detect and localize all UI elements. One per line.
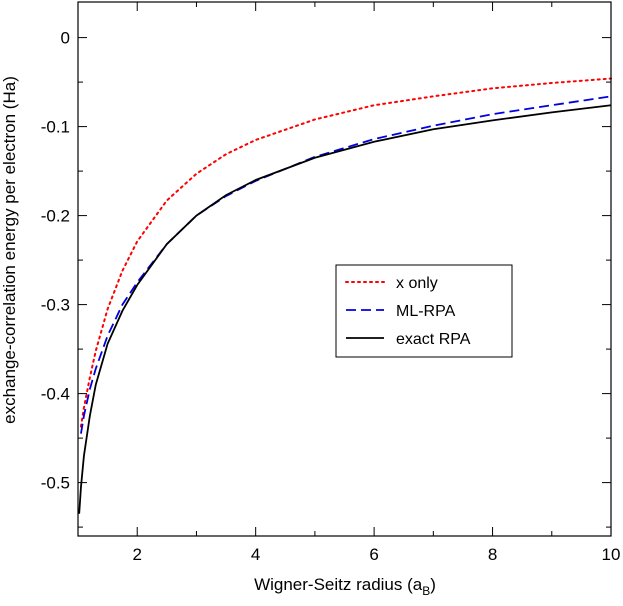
y-tick-label: -0.3	[41, 296, 70, 315]
y-tick-label: 0	[61, 29, 70, 48]
y-axis-label: exchange-correlation energy per electron…	[0, 76, 19, 424]
y-tick-label: -0.5	[41, 474, 70, 493]
series-line-exact-rpa	[78, 104, 612, 514]
y-tick-label: -0.4	[41, 385, 70, 404]
series-line-ml-rpa	[80, 95, 612, 434]
legend-label-exact-rpa: exact RPA	[396, 331, 471, 348]
y-tick-label: -0.1	[41, 118, 70, 137]
y-tick-label: -0.2	[41, 207, 70, 226]
plot-frame	[77, 1, 612, 537]
legend-label-x-only: x only	[396, 275, 438, 292]
labels-layer: 2 4 6 8 10 0 -0.1 -0.2 -0.3 -0.4 -0.5	[41, 29, 621, 564]
x-tick-label: 6	[369, 545, 378, 564]
legend-box	[335, 264, 513, 358]
x-tick-label: 10	[602, 545, 621, 564]
x-tick-label: 4	[251, 545, 260, 564]
legend: x only ML-RPA exact RPA	[335, 264, 513, 358]
ticks-layer	[77, 2, 612, 536]
series-layer	[78, 77, 612, 514]
series-line-x-only	[79, 77, 612, 428]
x-tick-label: 8	[488, 545, 497, 564]
x-axis-label: Wigner-Seitz radius (aB)	[254, 575, 436, 598]
legend-label-ml-rpa: ML-RPA	[396, 303, 456, 320]
x-tick-label: 2	[132, 545, 141, 564]
